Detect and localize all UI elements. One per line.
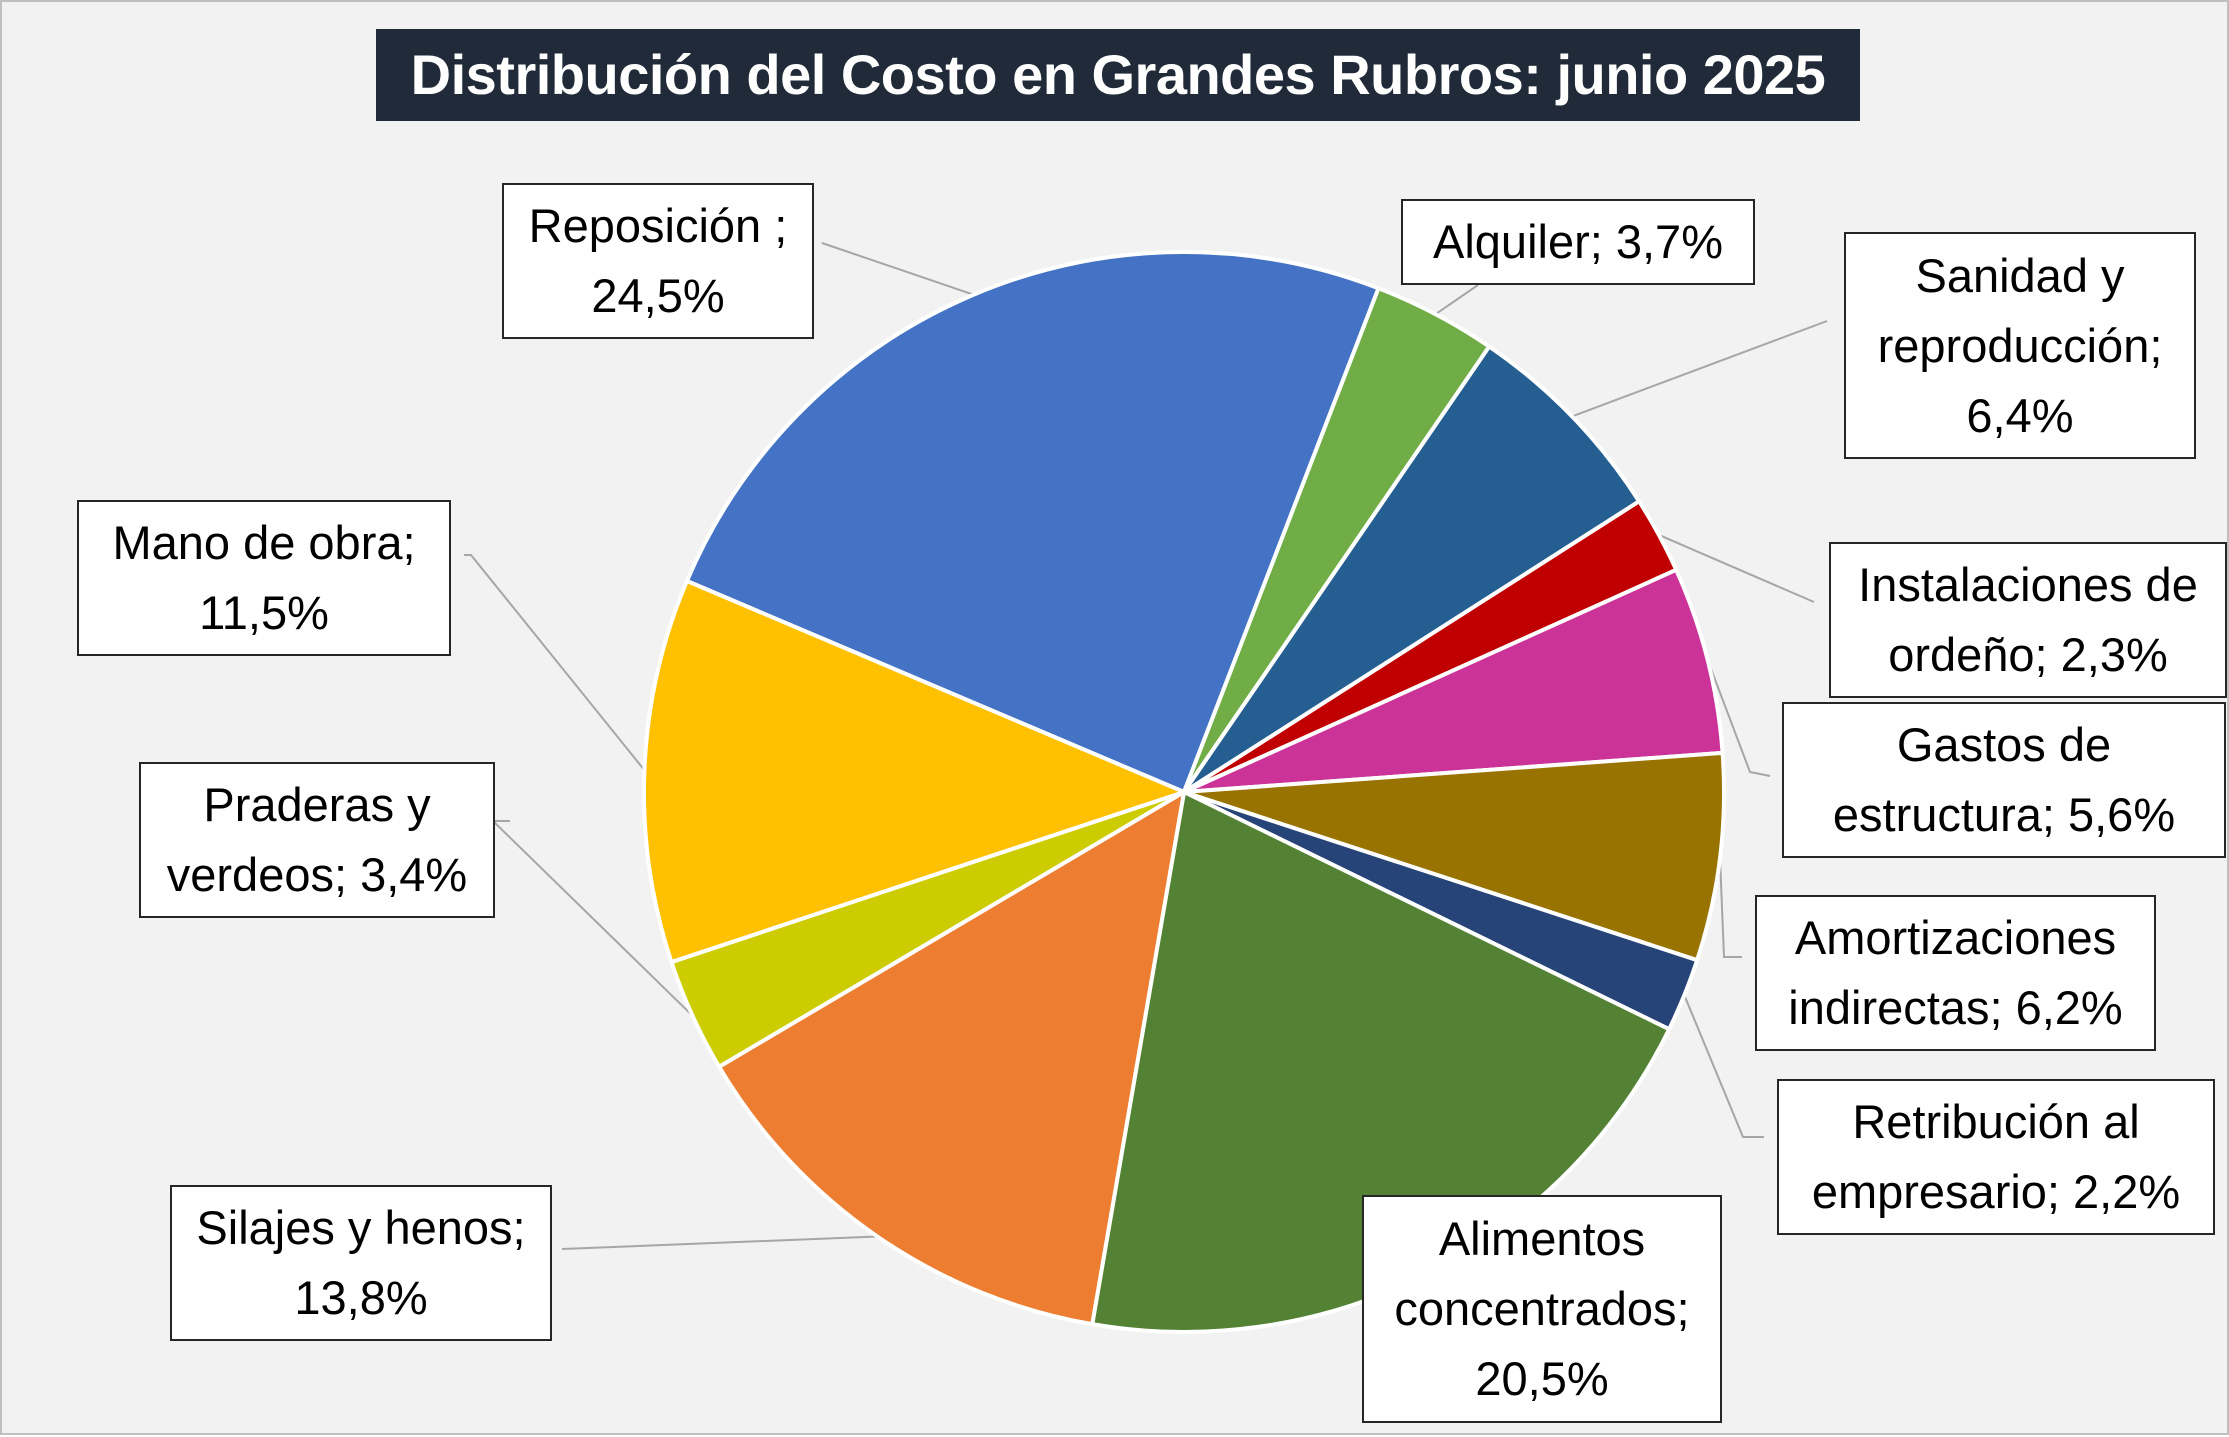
data-label-silajes: Silajes y henos; 13,8%	[170, 1185, 552, 1341]
data-label-alimentos-line1: Alimentos	[1438, 1212, 1646, 1265]
data-label-amortizaciones: Amortizaciones indirectas; 6,2%	[1755, 895, 2156, 1051]
chart-title: Distribución del Costo en Grandes Rubros…	[376, 29, 1860, 121]
leader-line-1	[821, 242, 974, 296]
data-label-instalaciones-line2: ordeño; 2,3%	[1888, 628, 2168, 681]
data-label-sanidad: Sanidad y reproducción; 6,4%	[1844, 232, 2196, 459]
leader-line-4	[1658, 533, 1815, 603]
pie-slice-6	[1182, 750, 1726, 963]
leader-line-7	[1683, 994, 1764, 1138]
data-label-sanidad-line2: reproducción;	[1877, 318, 2163, 372]
leader-line-11	[464, 554, 646, 771]
pie-slice-11	[642, 579, 1186, 965]
data-label-alimentos-line2: concentrados;	[1394, 1282, 1690, 1335]
data-label-retribucion-line2: empresario; 2,2%	[1811, 1165, 2181, 1218]
leader-line-3	[1571, 320, 1828, 418]
data-label-reposicion-line1: Reposición ;	[528, 199, 788, 252]
data-label-alquiler: Alquiler; 3,7%	[1401, 199, 1755, 285]
leader-lines	[464, 242, 1828, 1250]
data-label-gastos: Gastos de estructura; 5,6%	[1782, 702, 2226, 858]
data-label-instalaciones-line1: Instalaciones de	[1858, 558, 2198, 611]
data-label-sanidad-line1: Sanidad y	[1915, 248, 2125, 302]
leader-line-2	[1435, 284, 1479, 316]
data-label-mano: Mano de obra; 11,5%	[77, 500, 451, 656]
pie-slice-1	[684, 250, 1381, 794]
data-label-retribucion-line1: Retribución al	[1852, 1095, 2140, 1148]
data-label-reposicion-line2: 24,5%	[591, 269, 725, 322]
pie-slices	[642, 250, 1726, 1334]
pie-slice-9	[717, 790, 1186, 1327]
data-label-gastos-line1: Gastos de	[1896, 718, 2112, 771]
leader-line-9	[561, 1235, 878, 1250]
data-label-instalaciones: Instalaciones de ordeño; 2,3%	[1829, 542, 2227, 698]
data-label-silajes-line1: Silajes y henos;	[196, 1201, 526, 1254]
data-label-praderas-line2: verdeos; 3,4%	[166, 848, 468, 901]
pie-slice-5	[1182, 567, 1725, 794]
data-label-alimentos: Alimentos concentrados; 20,5%	[1362, 1195, 1722, 1423]
leader-line-5	[1706, 658, 1771, 777]
data-label-reposicion: Reposición ; 24,5%	[502, 183, 814, 339]
data-label-amortizaciones-line1: Amortizaciones	[1794, 911, 2117, 964]
data-label-praderas-line1: Praderas y	[203, 778, 431, 831]
data-label-mano-line1: Mano de obra;	[112, 516, 416, 569]
data-label-alquiler-line1: Alquiler; 3,7%	[1433, 215, 1723, 268]
data-label-gastos-line2: estructura; 5,6%	[1832, 788, 2176, 841]
data-label-sanidad-line3: 6,4%	[1966, 388, 2074, 442]
pie-slice-3	[1182, 344, 1642, 794]
data-label-alimentos-line3: 20,5%	[1475, 1352, 1609, 1405]
data-label-amortizaciones-line2: indirectas; 6,2%	[1788, 981, 2123, 1034]
data-label-silajes-line2: 13,8%	[294, 1271, 428, 1324]
data-label-praderas: Praderas y verdeos; 3,4%	[139, 762, 495, 918]
data-label-retribucion: Retribución al empresario; 2,2%	[1777, 1079, 2215, 1235]
leader-line-6	[1719, 857, 1742, 958]
data-label-mano-line2: 11,5%	[199, 586, 329, 639]
